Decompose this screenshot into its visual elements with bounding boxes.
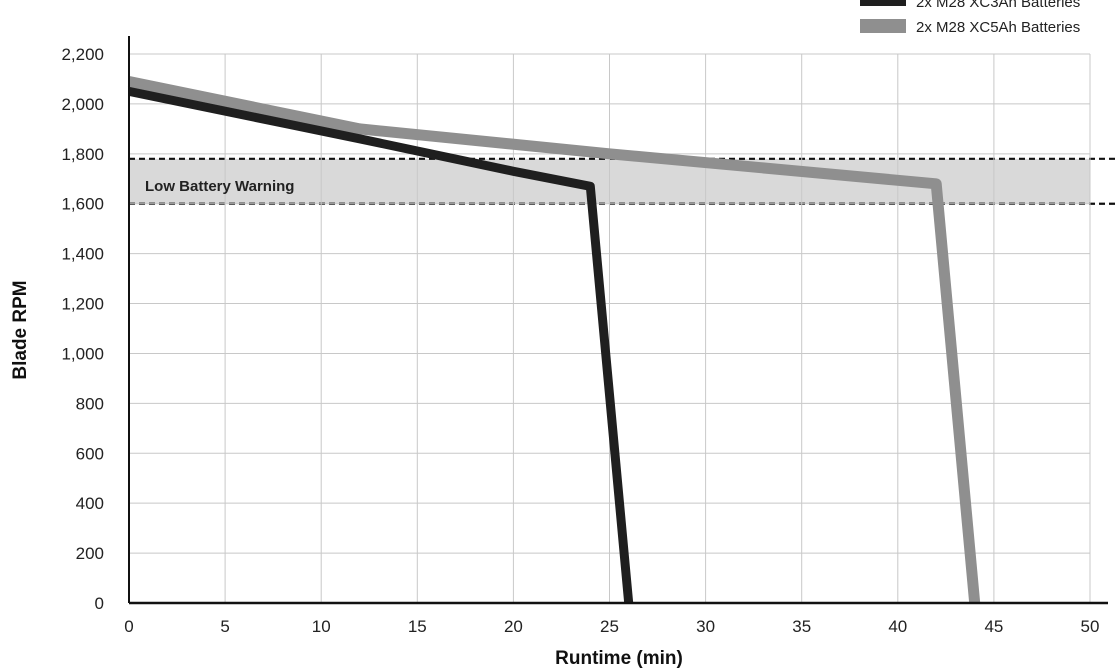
x-tick-label-40: 40 — [888, 617, 907, 636]
legend-label-xc5ah: 2x M28 XC5Ah Batteries — [916, 19, 1080, 36]
x-tick-label-15: 15 — [408, 617, 427, 636]
y-tick-label-600: 600 — [76, 444, 104, 463]
y-tick-label-1600: 1,600 — [61, 195, 104, 214]
grid — [129, 53, 1091, 603]
x-axis-title: Runtime (min) — [555, 648, 683, 669]
y-tick-label-1400: 1,400 — [61, 245, 104, 264]
x-tick-label-35: 35 — [792, 617, 811, 636]
y-tick-label-1800: 1,800 — [61, 145, 104, 164]
series-line-xc3ah — [128, 86, 634, 604]
x-tick-label-0: 0 — [124, 617, 133, 636]
y-tick-label-1000: 1,000 — [61, 344, 104, 363]
series-lines — [127, 76, 981, 604]
y-tick-label-2000: 2,000 — [61, 95, 104, 114]
x-tick-label-30: 30 — [696, 617, 715, 636]
y-axis-title: Blade RPM — [10, 280, 31, 379]
x-tick-label-50: 50 — [1081, 617, 1100, 636]
y-tick-label-0: 0 — [95, 594, 104, 613]
legend-swatch-xc3ah — [860, 0, 906, 6]
y-tick-label-2200: 2,200 — [61, 45, 104, 64]
axes — [128, 36, 1108, 605]
y-tick-label-200: 200 — [76, 544, 104, 563]
y-tick-label-1200: 1,200 — [61, 295, 104, 314]
y-tick-label-400: 400 — [76, 494, 104, 513]
x-tick-label-45: 45 — [984, 617, 1003, 636]
legend-swatch-xc5ah — [860, 19, 906, 33]
legend-label-xc3ah: 2x M28 XC3Ah Batteries — [916, 0, 1080, 11]
x-tick-label-5: 5 — [220, 617, 229, 636]
x-tick-label-25: 25 — [600, 617, 619, 636]
tick-labels: 0 5 10 15 20 25 30 35 40 45 50 0 200 400 600 800 1,000 1,… — [61, 45, 1099, 636]
y-tick-label-800: 800 — [76, 394, 104, 413]
band-label: Low Battery Warning — [145, 178, 294, 195]
x-tick-label-10: 10 — [312, 617, 331, 636]
series-line-xc5ah — [127, 76, 981, 604]
x-tick-label-20: 20 — [504, 617, 523, 636]
legend: 2x M28 XC3Ah Batteries 2x M28 XC5Ah Batt… — [860, 0, 1080, 36]
